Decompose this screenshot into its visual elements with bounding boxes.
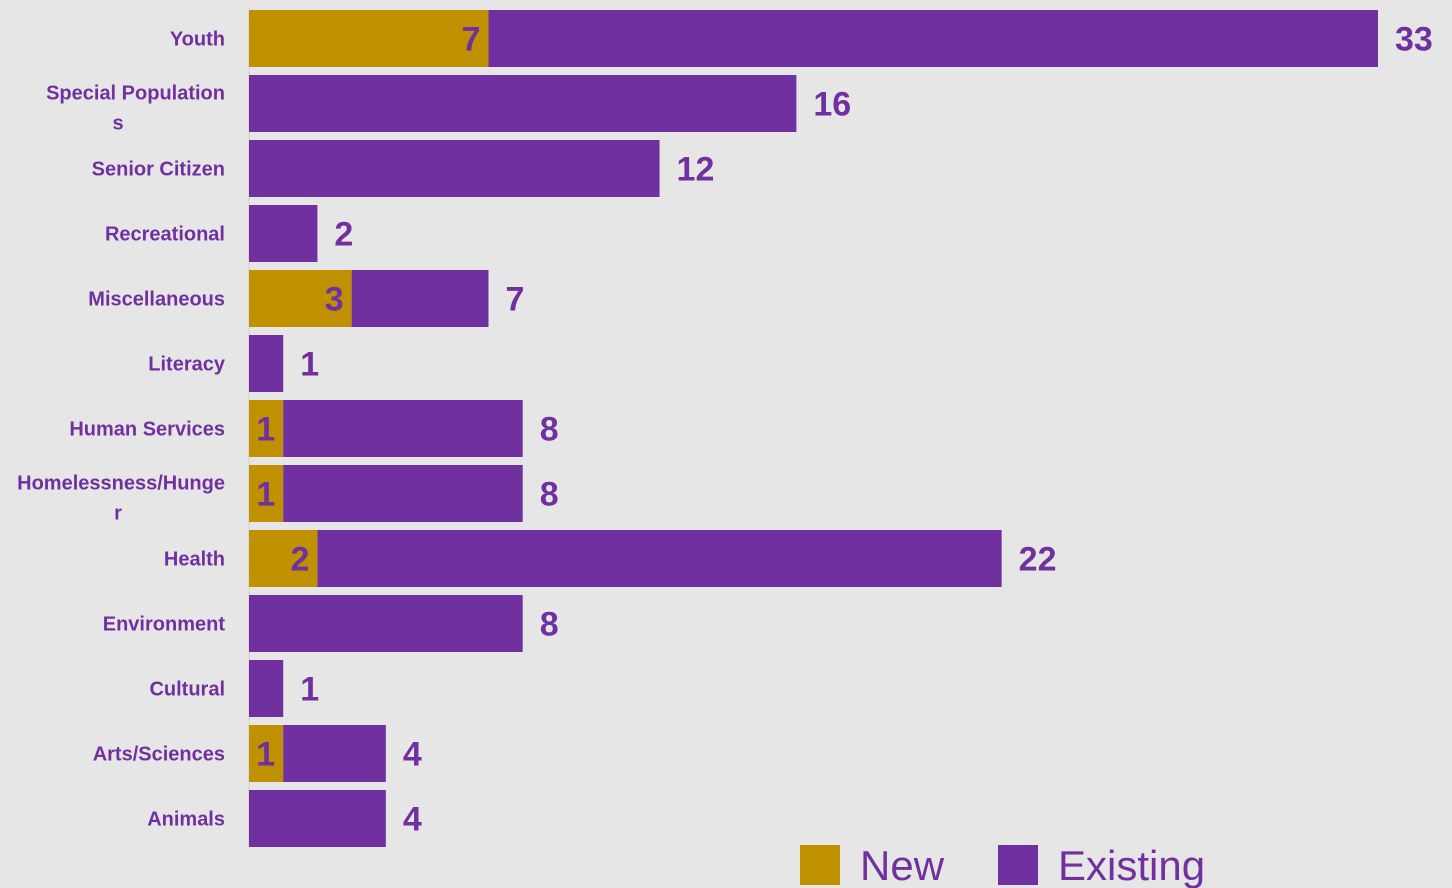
bar-existing (283, 465, 523, 522)
bar-existing (249, 790, 386, 847)
bar-total-label: 4 (403, 801, 422, 839)
category-label: Cultural (149, 679, 225, 701)
bar-total-label: 8 (540, 476, 559, 514)
bar-new-label: 1 (256, 411, 275, 449)
bar-existing (249, 595, 523, 652)
bar-existing (351, 270, 489, 327)
category-label: Arts/Sciences (93, 744, 225, 766)
bar-existing (488, 10, 1378, 67)
bar-total-label: 16 (813, 86, 851, 124)
bar-total-label: 12 (677, 151, 715, 189)
bar-existing (249, 75, 797, 132)
bar-new (249, 465, 284, 522)
bar-new (249, 270, 352, 327)
bar-existing (249, 140, 660, 197)
bar-new-label: 7 (462, 21, 481, 59)
bar-total-label: 8 (540, 411, 559, 449)
bar-existing (249, 660, 284, 717)
bar-new (249, 725, 284, 782)
category-label: Homelessness/Hunge r (17, 473, 225, 525)
bar-total-label: 33 (1395, 21, 1433, 59)
category-label: Animals (147, 809, 225, 831)
category-label: Miscellaneous (88, 289, 225, 311)
bar-total-label: 7 (505, 281, 524, 319)
bar-new-label: 3 (325, 281, 344, 319)
category-label: Environment (103, 614, 226, 636)
bar-new-label: 1 (256, 476, 275, 514)
legend-existing-label: Existing (1058, 842, 1205, 888)
bar-new (249, 10, 489, 67)
bar-new (249, 400, 284, 457)
bar-existing (249, 205, 318, 262)
category-label: Health (164, 549, 225, 571)
category-label: Youth (170, 29, 225, 51)
category-label: Literacy (148, 354, 226, 376)
bar-total-label: 1 (300, 671, 319, 709)
bar-total-label: 4 (403, 736, 422, 774)
category-label: Special Population s (46, 83, 225, 135)
bar-existing (283, 400, 523, 457)
legend-new-swatch (800, 845, 840, 885)
category-label: Human Services (69, 419, 225, 441)
bar-total-label: 22 (1019, 541, 1057, 579)
bar-new-label: 1 (256, 736, 275, 774)
bar-total-label: 8 (540, 606, 559, 644)
bar-new-label: 2 (291, 541, 310, 579)
bar-new (249, 530, 318, 587)
category-label: Recreational (105, 224, 225, 246)
legend-new-label: New (860, 842, 945, 888)
category-label: Senior Citizen (92, 159, 225, 181)
bar-existing (249, 335, 284, 392)
bar-existing (283, 725, 386, 782)
bar-total-label: 2 (334, 216, 353, 254)
bar-total-label: 1 (300, 346, 319, 384)
bar-existing (317, 530, 1002, 587)
legend-existing-swatch (998, 845, 1038, 885)
